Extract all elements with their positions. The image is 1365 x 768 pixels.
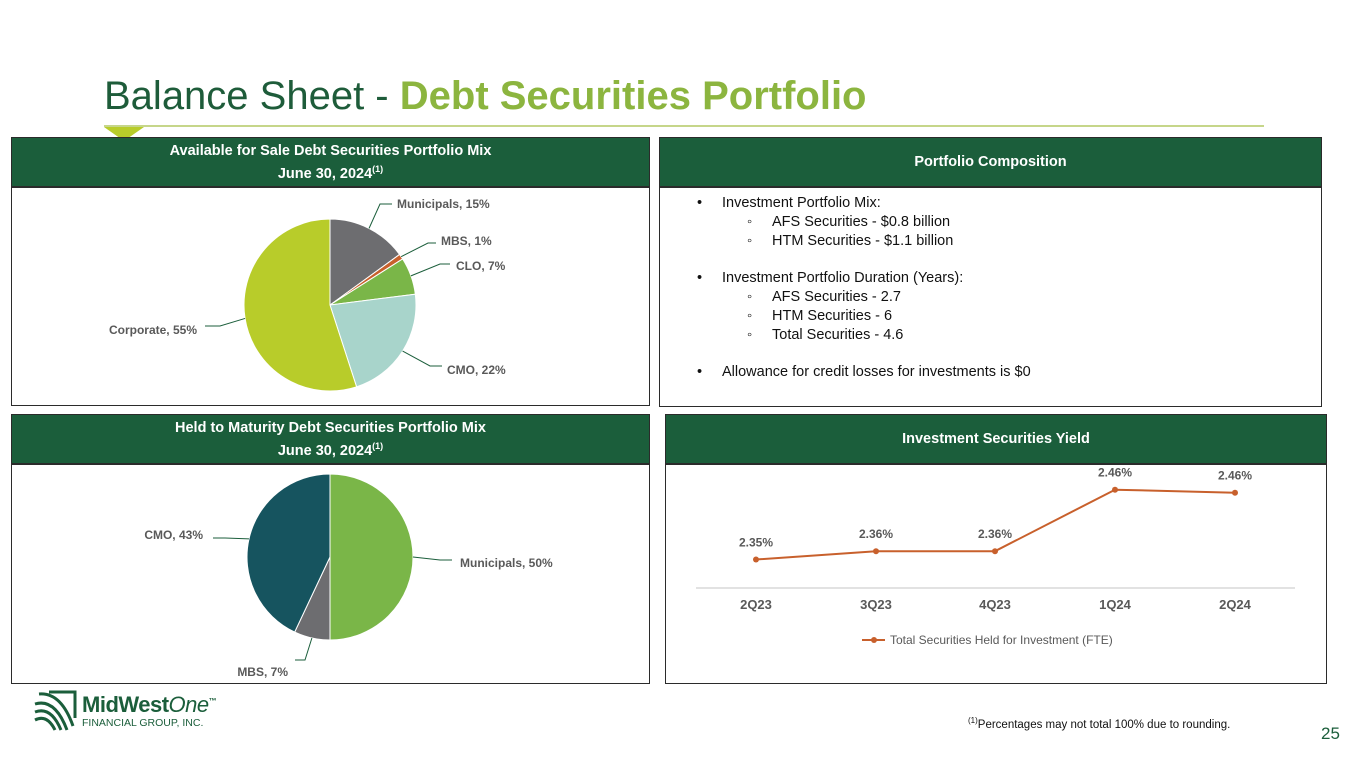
afs-header-sup: (1) bbox=[372, 163, 384, 174]
htm-leader-cmo bbox=[213, 537, 250, 540]
yield-header: Investment Securities Yield bbox=[665, 414, 1327, 464]
composition-sub-bullet: HTM Securities - $1.1 billion bbox=[695, 232, 1031, 251]
logo-subtitle: FINANCIAL GROUP, INC. bbox=[82, 717, 204, 729]
composition-list: Investment Portfolio Mix: AFS Securities… bbox=[695, 194, 1031, 382]
yield-legend-label: Total Securities Held for Investment (FT… bbox=[890, 633, 1113, 647]
yield-x-tick-4q23: 4Q23 bbox=[979, 597, 1011, 612]
afs-slice-municipals bbox=[329, 218, 401, 306]
afs-leader-clo bbox=[410, 263, 450, 277]
htm-slice-municipals bbox=[329, 473, 414, 641]
logo-name: MidWestOne™ bbox=[82, 692, 217, 718]
yield-point-4q23 bbox=[992, 548, 998, 555]
logo-name-main: MidWest bbox=[82, 692, 169, 717]
htm-label-mbs: MBS, 7% bbox=[237, 665, 288, 679]
htm-leader-municipals bbox=[412, 556, 452, 561]
logo-trademark: ™ bbox=[208, 696, 217, 706]
title-accent: Debt Securities Portfolio bbox=[399, 74, 867, 118]
composition-sub-bullet: HTM Securities - 6 bbox=[695, 307, 1031, 326]
yield-data-label-1q24: 2.46% bbox=[1098, 466, 1132, 480]
yield-data-label-2q24: 2.46% bbox=[1218, 469, 1252, 483]
yield-point-2q24 bbox=[1232, 489, 1238, 496]
htm-header-sup: (1) bbox=[372, 440, 384, 451]
htm-label-cmo: CMO, 43% bbox=[144, 528, 203, 542]
yield-header-label: Investment Securities Yield bbox=[902, 431, 1090, 447]
afs-label-municipals: Municipals, 15% bbox=[397, 197, 490, 211]
composition-header-label: Portfolio Composition bbox=[914, 154, 1067, 170]
afs-leader-municipals bbox=[368, 203, 392, 229]
afs-label-mbs: MBS, 1% bbox=[441, 234, 492, 248]
afs-leader-corporate bbox=[205, 317, 246, 327]
yield-x-tick-1q24: 1Q24 bbox=[1099, 597, 1132, 612]
htm-label-municipals: Municipals, 50% bbox=[460, 556, 553, 570]
composition-header: Portfolio Composition bbox=[659, 137, 1322, 187]
footnote-sup: (1) bbox=[968, 716, 978, 725]
composition-sub-bullet: AFS Securities - 2.7 bbox=[695, 288, 1031, 307]
afs-leader-mbs bbox=[400, 242, 436, 258]
htm-leader-mbs bbox=[295, 637, 313, 661]
yield-point-2q23 bbox=[753, 556, 759, 563]
composition-bullet: Investment Portfolio Duration (Years): bbox=[695, 269, 1031, 288]
page-number: 25 bbox=[1321, 724, 1340, 743]
afs-slice-corporate bbox=[243, 218, 358, 392]
composition-bullet: Investment Portfolio Mix: bbox=[695, 194, 1031, 213]
logo-name-italic: One bbox=[168, 692, 210, 717]
yield-x-tick-3q23: 3Q23 bbox=[860, 597, 892, 612]
yield-point-1q24 bbox=[1112, 486, 1118, 493]
yield-data-label-2q23: 2.35% bbox=[739, 536, 773, 550]
yield-data-label-3q23: 2.36% bbox=[859, 527, 893, 541]
footnote: (1)Percentages may not total 100% due to… bbox=[968, 716, 1230, 731]
yield-x-tick-2q23: 2Q23 bbox=[740, 597, 772, 612]
yield-data-label-4q23: 2.36% bbox=[978, 527, 1012, 541]
footnote-text: Percentages may not total 100% due to ro… bbox=[977, 718, 1231, 731]
composition-sub-bullet: Total Securities - 4.6 bbox=[695, 326, 1031, 345]
afs-label-cmo: CMO, 22% bbox=[447, 363, 506, 377]
composition-sub-bullet: AFS Securities - $0.8 billion bbox=[695, 213, 1031, 232]
afs-header-line1: Available for Sale Debt Securities Portf… bbox=[169, 142, 492, 159]
afs-leader-cmo bbox=[402, 350, 442, 367]
title-divider bbox=[104, 125, 1264, 127]
afs-label-corporate: Corporate, 55% bbox=[109, 323, 197, 337]
htm-header: Held to Maturity Debt Securities Portfol… bbox=[11, 414, 650, 464]
yield-point-3q23 bbox=[873, 548, 879, 555]
yield-legend-marker bbox=[871, 637, 877, 643]
afs-header: Available for Sale Debt Securities Portf… bbox=[11, 137, 650, 187]
afs-header-line2: June 30, 2024 bbox=[277, 165, 373, 182]
composition-bullet: Allowance for credit losses for investme… bbox=[695, 363, 1031, 382]
htm-header-line2: June 30, 2024 bbox=[277, 442, 373, 459]
title-main: Balance Sheet - bbox=[104, 74, 400, 118]
logo-mark-icon bbox=[33, 690, 77, 734]
page-title: Balance Sheet - Debt Securities Portfoli… bbox=[104, 70, 867, 122]
htm-header-line1: Held to Maturity Debt Securities Portfol… bbox=[175, 419, 486, 436]
yield-x-tick-2q24: 2Q24 bbox=[1219, 597, 1252, 612]
afs-label-clo: CLO, 7% bbox=[456, 259, 506, 273]
yield-chart-panel bbox=[665, 464, 1327, 684]
